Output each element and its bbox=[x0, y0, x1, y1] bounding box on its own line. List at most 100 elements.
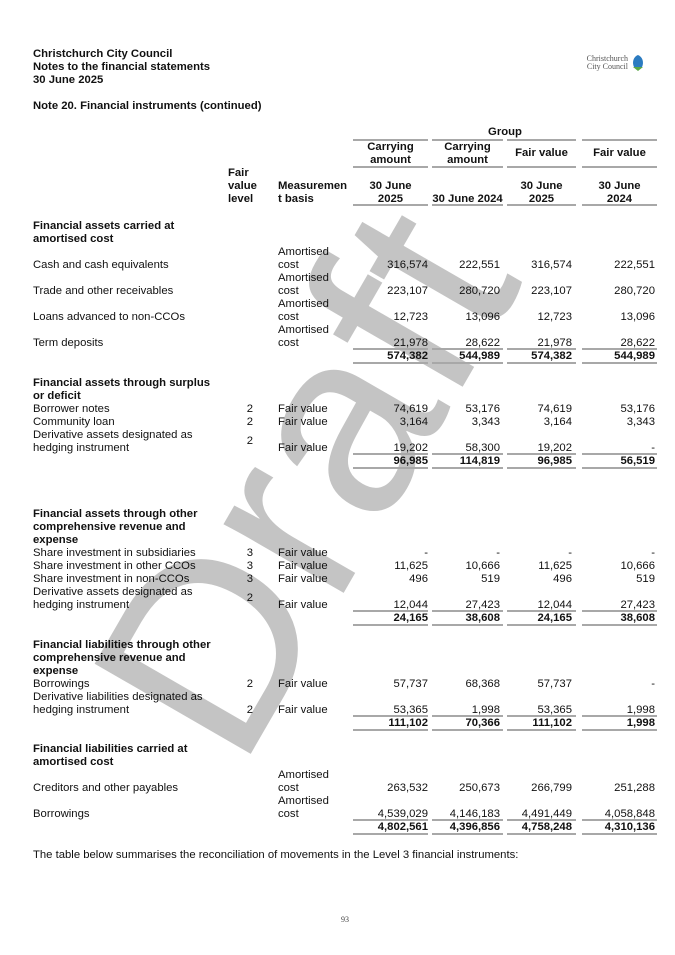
measurement-basis: cost bbox=[278, 781, 299, 794]
row-value: 19,202 bbox=[393, 441, 428, 454]
row-value: 68,368 bbox=[465, 677, 500, 690]
total-rule bbox=[432, 729, 503, 731]
measurement-basis: Fair value bbox=[278, 546, 328, 559]
measurement-basis-header: Measuremen bbox=[278, 179, 348, 192]
row-label: hedging instrument bbox=[33, 441, 130, 454]
column-type-header: Fair value bbox=[593, 146, 646, 159]
row-label: Community loan bbox=[33, 415, 115, 428]
fair-value-level: 2 bbox=[246, 435, 253, 447]
measurement-basis: cost bbox=[278, 258, 299, 271]
row-value: 74,619 bbox=[393, 402, 428, 415]
measurement-basis: Amortised bbox=[278, 297, 329, 310]
measurement-basis: cost bbox=[278, 310, 299, 323]
total-rule bbox=[507, 729, 576, 731]
row-label: Derivative assets designated as bbox=[33, 585, 193, 598]
section-total: 70,366 bbox=[465, 716, 500, 729]
total-rule bbox=[432, 467, 503, 469]
fair-value-level: 2 bbox=[246, 703, 253, 716]
column-type-header: amount bbox=[447, 153, 488, 166]
row-value: 263,532 bbox=[387, 781, 428, 794]
column-type-rule bbox=[582, 166, 657, 168]
section-heading: Financial assets through surplus bbox=[33, 376, 211, 389]
row-value: 1,998 bbox=[471, 703, 500, 716]
row-value: 12,723 bbox=[393, 310, 428, 323]
section-heading: expense bbox=[33, 533, 79, 546]
subtotal-rule bbox=[432, 715, 503, 717]
total-rule bbox=[582, 729, 657, 731]
row-label: Trade and other receivables bbox=[33, 284, 174, 297]
row-value: 519 bbox=[481, 572, 500, 585]
row-value: 222,551 bbox=[459, 258, 500, 271]
header-bottom-rule bbox=[507, 204, 576, 206]
note-title: Note 20. Financial instruments (continue… bbox=[33, 100, 262, 112]
subtotal-rule bbox=[507, 819, 576, 821]
subtotal-rule bbox=[353, 819, 428, 821]
section-total: 574,382 bbox=[387, 349, 428, 362]
measurement-basis: Amortised bbox=[278, 245, 329, 258]
column-date-header: 30 June 2024 bbox=[432, 192, 503, 205]
section-total: 1,998 bbox=[626, 716, 655, 729]
section-total: 4,758,248 bbox=[521, 820, 572, 833]
group-rule bbox=[507, 139, 576, 141]
row-value: 280,720 bbox=[614, 284, 655, 297]
row-value: 223,107 bbox=[531, 284, 572, 297]
column-date-header: 30 June bbox=[598, 179, 641, 192]
header-bottom-rule bbox=[582, 204, 657, 206]
measurement-basis: Fair value bbox=[278, 598, 328, 611]
row-label: Cash and cash equivalents bbox=[33, 258, 169, 271]
section-total: 4,802,561 bbox=[377, 820, 428, 833]
row-value: 3,343 bbox=[626, 415, 655, 428]
row-value: 27,423 bbox=[620, 598, 655, 611]
column-type-rule bbox=[507, 166, 576, 168]
row-value: 57,737 bbox=[393, 677, 428, 690]
row-label: Share investment in subsidiaries bbox=[33, 546, 196, 559]
section-total: 114,819 bbox=[459, 454, 500, 467]
footer-text: The table below summarises the reconcili… bbox=[33, 849, 519, 861]
subtotal-rule bbox=[353, 453, 428, 455]
row-value: 58,300 bbox=[465, 441, 500, 454]
section-heading: Financial assets carried at bbox=[33, 219, 175, 232]
total-rule bbox=[353, 624, 428, 626]
subtotal-rule bbox=[582, 348, 657, 350]
row-label: Term deposits bbox=[33, 336, 104, 349]
row-value: 3,164 bbox=[543, 415, 572, 428]
row-value: 251,288 bbox=[614, 781, 655, 794]
subtotal-rule bbox=[582, 715, 657, 717]
row-value: - bbox=[496, 546, 500, 559]
row-value: 12,723 bbox=[537, 310, 572, 323]
measurement-basis-header: t basis bbox=[278, 192, 314, 205]
measurement-basis: Amortised bbox=[278, 794, 329, 807]
total-rule bbox=[507, 467, 576, 469]
row-value: 53,176 bbox=[620, 402, 655, 415]
row-value: 12,044 bbox=[393, 598, 428, 611]
row-label: hedging instrument bbox=[33, 598, 130, 611]
section-total: 24,165 bbox=[393, 611, 428, 624]
total-rule bbox=[507, 362, 576, 364]
row-value: 27,423 bbox=[465, 598, 500, 611]
total-rule bbox=[507, 833, 576, 835]
column-date-header: 30 June bbox=[369, 179, 412, 192]
fair-value-level-header: value bbox=[228, 179, 257, 192]
row-value: 280,720 bbox=[459, 284, 500, 297]
row-value: 13,096 bbox=[465, 310, 500, 323]
fair-value-level: 2 bbox=[246, 677, 253, 690]
row-value: 13,096 bbox=[620, 310, 655, 323]
measurement-basis: Amortised bbox=[278, 271, 329, 284]
subtotal-rule bbox=[507, 610, 576, 612]
total-rule bbox=[507, 624, 576, 626]
section-total: 111,102 bbox=[532, 716, 572, 729]
group-header: Group bbox=[488, 125, 522, 138]
fair-value-level: 2 bbox=[246, 415, 253, 428]
row-value: 4,146,183 bbox=[449, 807, 500, 820]
total-rule bbox=[582, 362, 657, 364]
section-heading: or deficit bbox=[33, 389, 81, 402]
row-value: 53,365 bbox=[537, 703, 572, 716]
fair-value-level: 3 bbox=[246, 572, 253, 585]
total-rule bbox=[432, 362, 503, 364]
row-value: 4,491,449 bbox=[521, 807, 572, 820]
row-value: 19,202 bbox=[537, 441, 572, 454]
row-value: 4,539,029 bbox=[377, 807, 428, 820]
row-label: Share investment in other CCOs bbox=[33, 559, 196, 572]
section-total: 24,165 bbox=[537, 611, 572, 624]
document-date: 30 June 2025 bbox=[33, 74, 104, 86]
